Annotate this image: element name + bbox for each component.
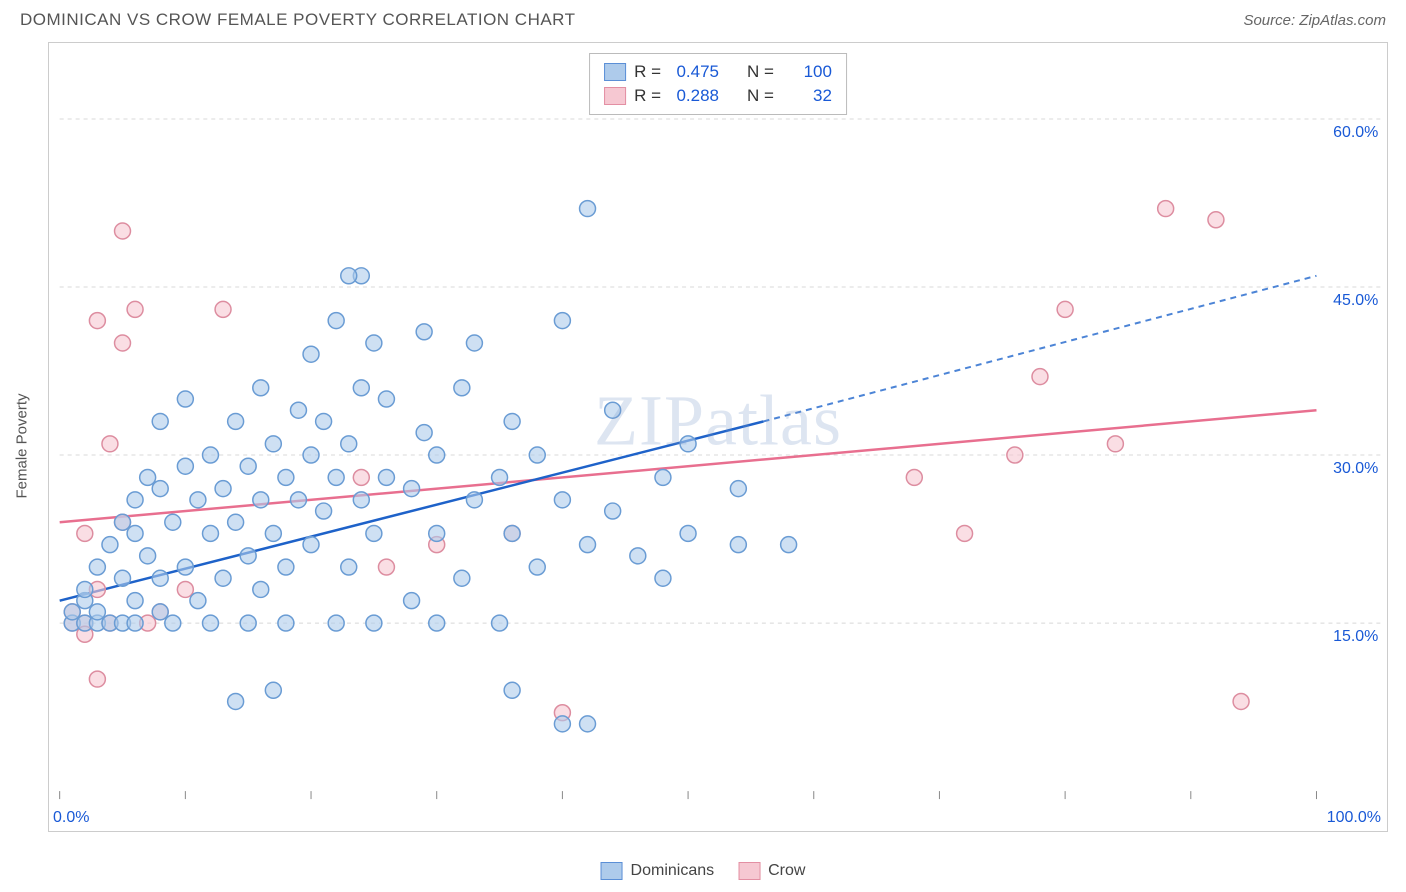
n-label: N = [747,62,774,82]
legend-item-dominicans: Dominicans [601,862,715,880]
legend-label-dominicans: Dominicans [631,862,715,880]
r-value-dominicans: 0.475 [669,62,719,82]
x-min-label: 0.0% [53,809,89,827]
n-value-crow: 32 [782,86,832,106]
chart-container: 15.0%30.0%45.0%60.0% ZIPatlas R = 0.475 … [48,42,1388,832]
swatch-dominicans-icon [601,862,623,880]
svg-text:30.0%: 30.0% [1333,460,1378,477]
correlation-stats-box: R = 0.475 N = 100 R = 0.288 N = 32 [589,53,847,115]
svg-text:45.0%: 45.0% [1333,292,1378,309]
stats-row-dominicans: R = 0.475 N = 100 [604,60,832,84]
legend-label-crow: Crow [768,862,805,880]
scatter-plot: 15.0% 30.0% 45.0% 60.0% [49,43,1387,831]
r-label: R = [634,62,661,82]
swatch-crow [604,87,626,105]
r-value-crow: 0.288 [669,86,719,106]
svg-text:60.0%: 60.0% [1333,124,1378,141]
y-axis-label: Female Poverty [14,393,31,498]
n-label: N = [747,86,774,106]
footer-legend: Dominicans Crow [601,862,806,880]
swatch-dominicans [604,63,626,81]
svg-text:15.0%: 15.0% [1333,628,1378,645]
source-attribution: Source: ZipAtlas.com [1243,12,1386,29]
legend-item-crow: Crow [738,862,805,880]
n-value-dominicans: 100 [782,62,832,82]
stats-row-crow: R = 0.288 N = 32 [604,84,832,108]
x-max-label: 100.0% [1327,809,1381,827]
r-label: R = [634,86,661,106]
chart-title: DOMINICAN VS CROW FEMALE POVERTY CORRELA… [20,10,576,30]
swatch-crow-icon [738,862,760,880]
